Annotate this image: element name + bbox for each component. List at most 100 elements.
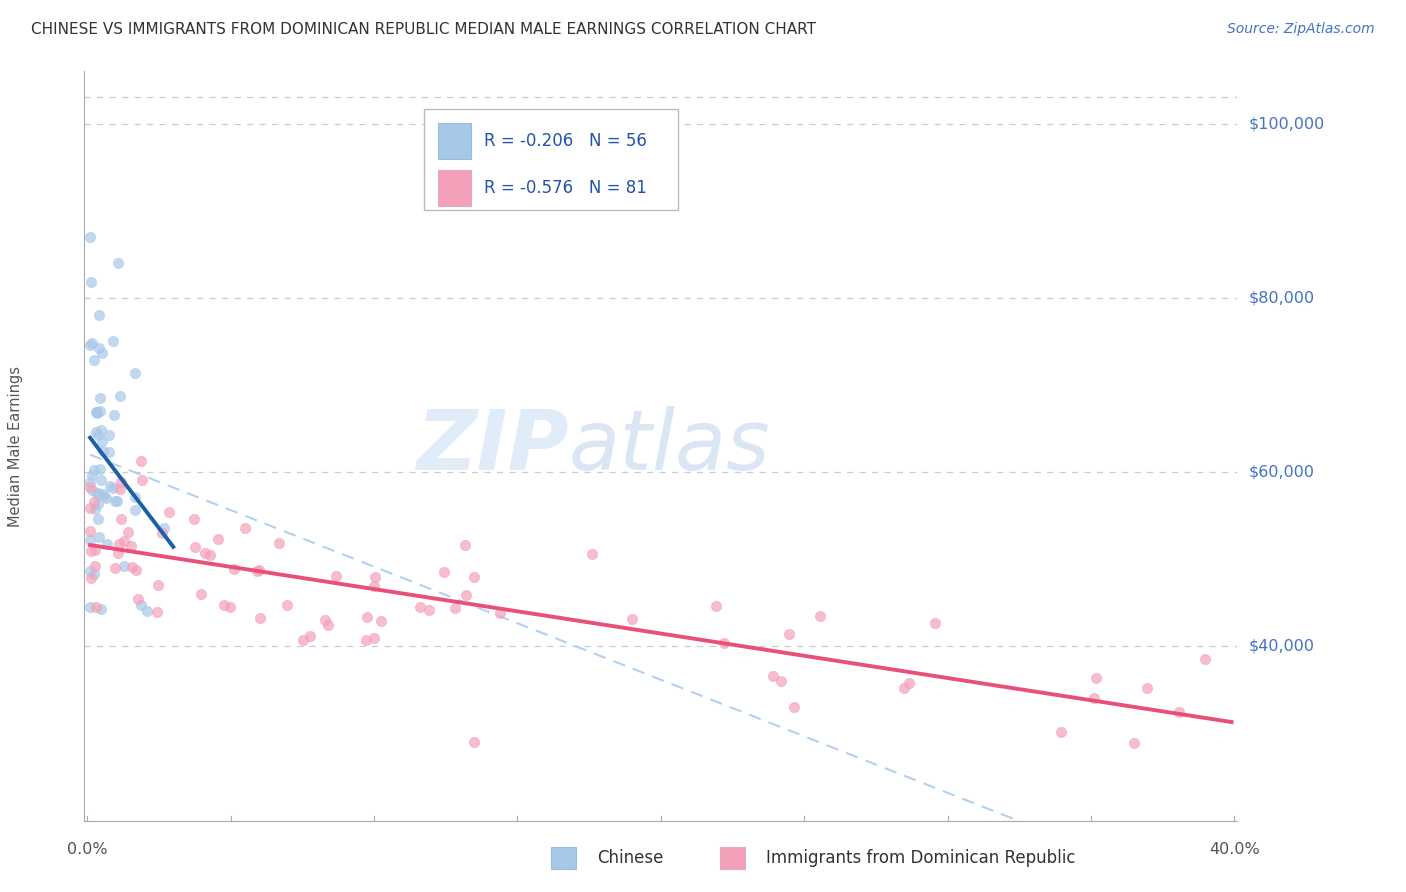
Text: Source: ZipAtlas.com: Source: ZipAtlas.com [1227,22,1375,37]
Point [87,512,110,526]
Bar [439,123,471,159]
Text: atlas: atlas [568,406,770,486]
Point [83,495,105,509]
Bar [439,169,471,206]
Point [157,505,180,519]
Point [87,308,110,322]
Point [84,600,107,615]
Point [108,536,131,550]
Point [104,494,127,508]
Point [93,489,115,503]
Text: $60,000: $60,000 [1249,465,1315,480]
Point [79,475,101,489]
Point [90,473,112,487]
Point [453,538,475,552]
Point [89,341,111,355]
Point [87,486,110,500]
Point [82,335,104,350]
Point [770,674,793,689]
Point [91,434,114,449]
Text: 0.0%: 0.0% [67,842,107,857]
Point [89,403,111,417]
Point [1050,724,1073,739]
Point [184,540,207,554]
Text: $100,000: $100,000 [1249,116,1324,131]
Point [704,599,727,613]
Text: Immigrants from Dominican Republic: Immigrants from Dominican Republic [766,849,1076,867]
Point [84,559,107,574]
Point [364,569,387,583]
Point [198,548,221,562]
Point [145,605,167,619]
Point [124,366,146,380]
Point [98,445,121,459]
Point [105,494,128,508]
Point [79,230,101,244]
Point [247,563,270,577]
Point [83,463,105,477]
Bar [425,109,678,210]
Point [86,425,108,439]
Point [121,560,143,574]
Point [94,491,117,505]
Point [83,502,105,516]
Point [433,565,456,579]
Point [110,475,132,489]
Text: $80,000: $80,000 [1249,291,1315,305]
Point [84,404,107,418]
Point [86,487,108,501]
Point [112,558,135,573]
Point [808,609,831,624]
Point [125,563,148,577]
Point [108,389,131,403]
Point [418,602,440,616]
Text: 40.0%: 40.0% [1209,842,1260,857]
Point [89,530,111,544]
Point [86,404,108,418]
Point [114,533,136,548]
Point [443,601,465,615]
Text: Chinese: Chinese [598,849,664,867]
Point [124,491,146,505]
Point [924,616,946,631]
Point [190,586,212,600]
Point [354,633,377,648]
Text: R = -0.206   N = 56: R = -0.206 N = 56 [485,132,647,150]
Point [363,579,385,593]
Point [120,539,142,553]
Point [249,611,271,625]
Point [778,627,800,641]
Point [89,392,111,406]
Text: Median Male Earnings: Median Male Earnings [8,366,22,526]
Point [898,676,921,690]
Point [79,564,101,578]
Point [325,569,347,583]
Point [233,521,256,535]
Point [90,601,112,615]
Point [408,600,430,615]
Point [80,467,103,482]
Point [246,565,269,579]
Point [107,256,129,270]
Point [101,481,124,495]
Point [79,500,101,515]
Point [91,345,114,359]
Bar [720,847,745,869]
Point [89,462,111,476]
Point [129,599,152,613]
Text: $40,000: $40,000 [1249,639,1315,654]
Point [212,598,235,612]
Point [207,533,229,547]
Point [194,546,217,560]
Point [124,502,146,516]
Point [299,629,322,643]
Point [129,454,152,468]
Point [101,334,124,349]
Point [269,536,291,550]
Point [91,444,114,458]
Point [314,613,336,627]
Point [222,562,245,576]
Point [107,546,129,560]
Point [356,610,378,624]
Point [80,483,103,497]
